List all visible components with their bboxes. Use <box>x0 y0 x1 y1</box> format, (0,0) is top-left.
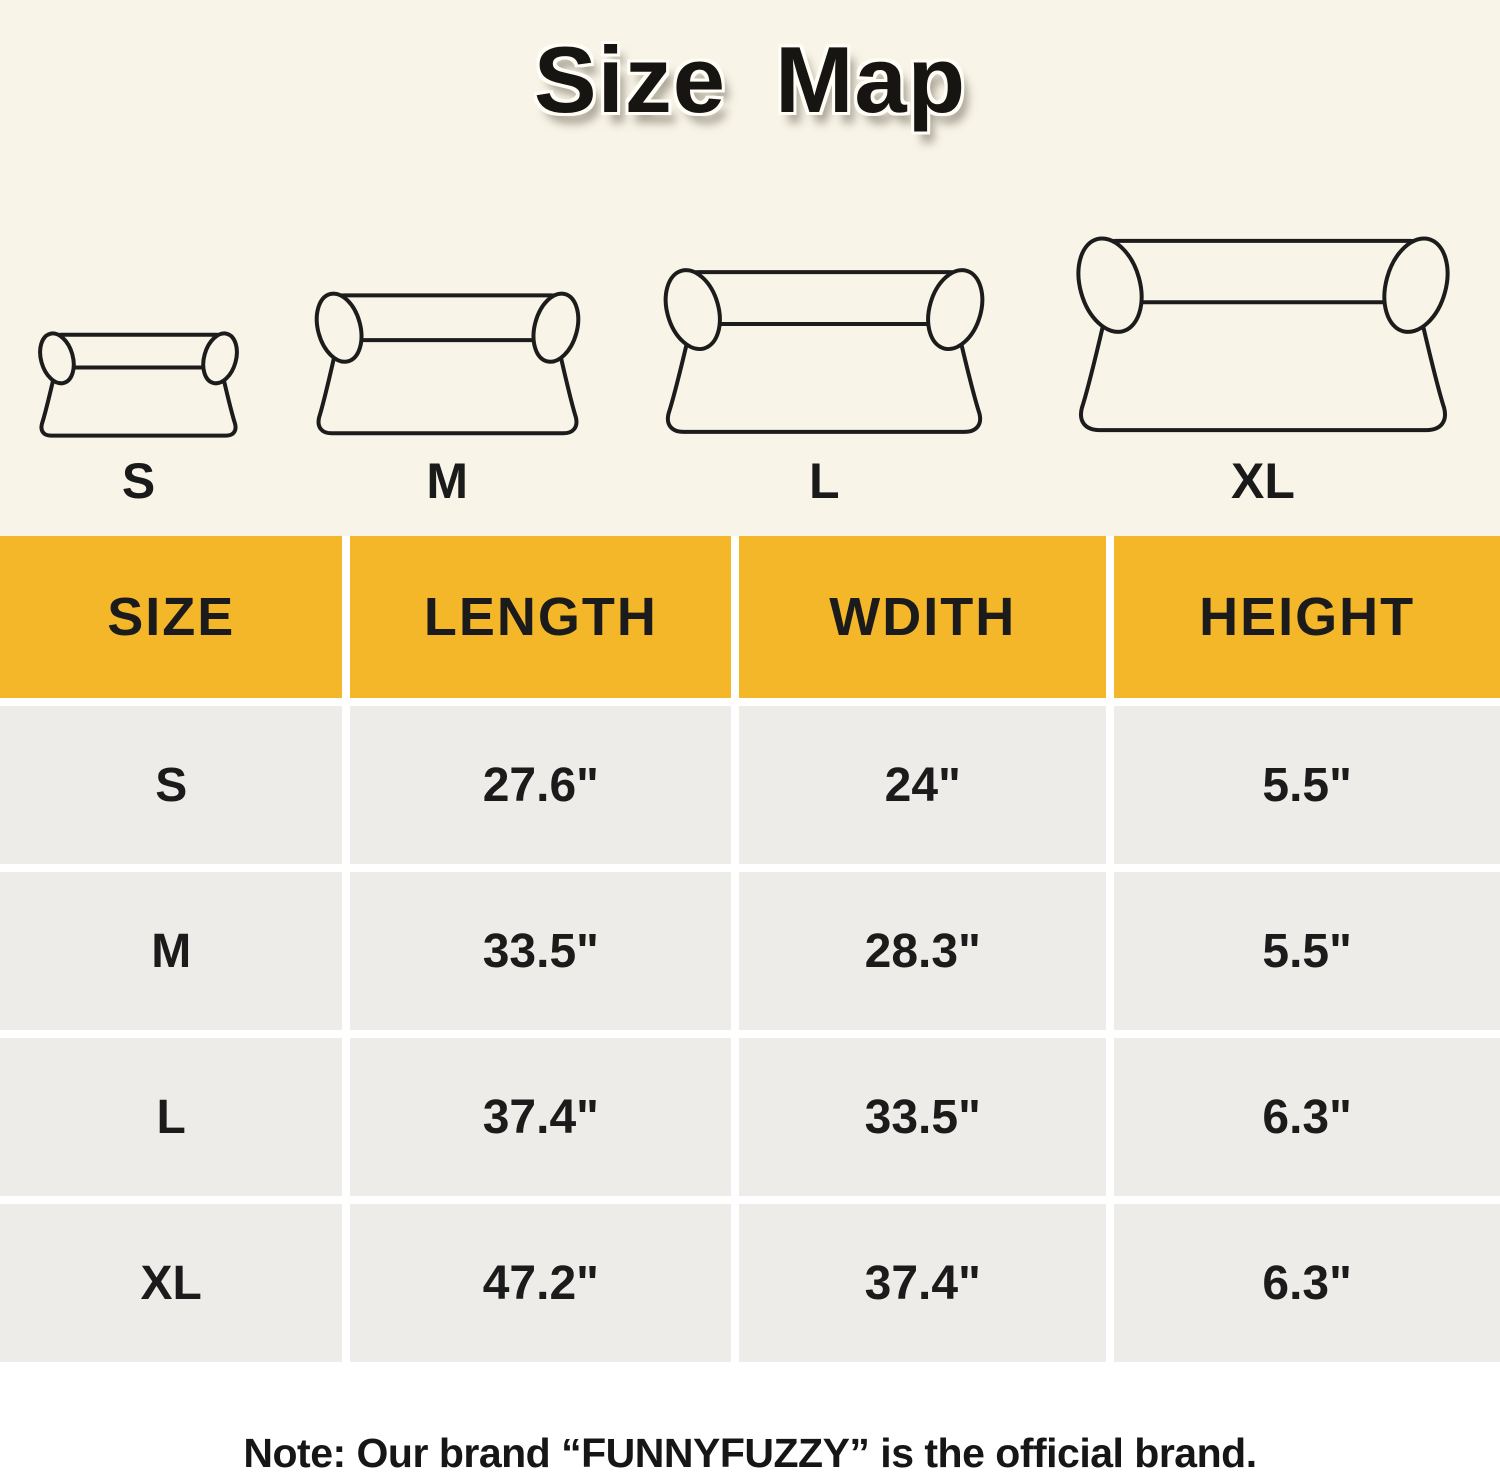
size-table: SIZE LENGTH WDITH HEIGHT S 27.6" 24" 5.5… <box>0 536 1500 1362</box>
bottom-section: Note: Our brand “FUNNYFUZZY” is the offi… <box>0 1362 1500 1482</box>
cell-s-width: 24" <box>739 706 1107 864</box>
top-section: Size Map S M L XL <box>0 0 1500 536</box>
bed-size-label-m: M <box>426 453 468 509</box>
header-cell-width: WDITH <box>739 536 1107 698</box>
bed-size-label-l: L <box>809 453 840 509</box>
cell-xl-width: 37.4" <box>739 1204 1107 1362</box>
header-cell-size: SIZE <box>0 536 343 698</box>
bed-group-l: L <box>643 252 1005 506</box>
cell-s-height: 5.5" <box>1114 706 1500 864</box>
header-cell-length: LENGTH <box>350 536 732 698</box>
bed-illustration-s-icon <box>32 327 245 438</box>
bed-size-label-xl: XL <box>1231 453 1295 509</box>
bed-illustration-l-icon <box>643 252 1005 442</box>
cell-xl-height: 6.3" <box>1114 1204 1500 1362</box>
cell-m-size: M <box>0 872 343 1030</box>
page-title: Size Map <box>533 27 967 132</box>
cell-xl-length: 47.2" <box>350 1204 732 1362</box>
bed-illustrations-row: S M L XL <box>0 217 1500 506</box>
cell-m-length: 33.5" <box>350 872 732 1030</box>
bed-illustration-m-icon <box>298 278 597 442</box>
cell-s-length: 27.6" <box>350 706 732 864</box>
bed-group-xl: XL <box>1052 217 1474 506</box>
bed-illustration-xl-icon <box>1052 217 1474 442</box>
cell-m-width: 28.3" <box>739 872 1107 1030</box>
cell-l-size: L <box>0 1038 343 1196</box>
bed-group-m: M <box>298 278 597 506</box>
cell-l-length: 37.4" <box>350 1038 732 1196</box>
brand-note: Note: Our brand “FUNNYFUZZY” is the offi… <box>243 1430 1257 1476</box>
cell-s-size: S <box>0 706 343 864</box>
cell-l-height: 6.3" <box>1114 1038 1500 1196</box>
header-cell-height: HEIGHT <box>1114 536 1500 698</box>
bed-size-label-s: S <box>121 453 156 509</box>
bed-group-s: S <box>26 322 251 506</box>
cell-l-width: 33.5" <box>739 1038 1107 1196</box>
cell-xl-size: XL <box>0 1204 343 1362</box>
cell-m-height: 5.5" <box>1114 872 1500 1030</box>
